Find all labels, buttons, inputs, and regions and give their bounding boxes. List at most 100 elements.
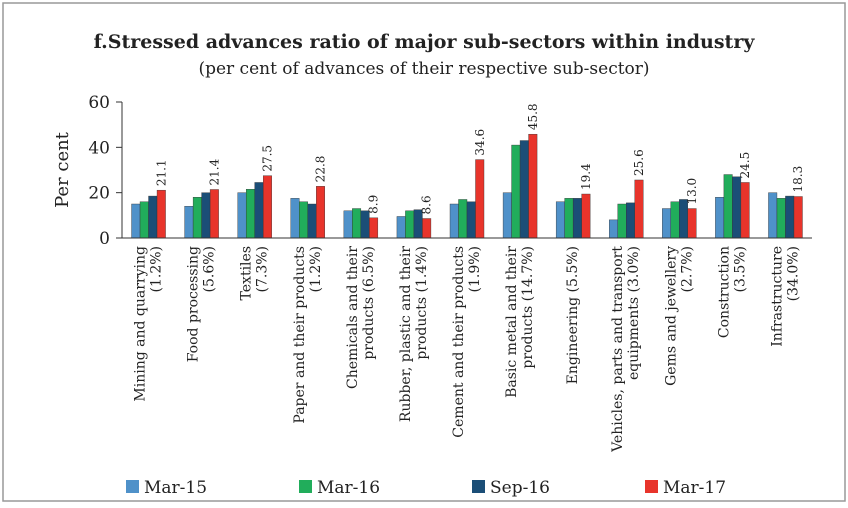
x-tick-label: Gems and jewellery(2.7%) xyxy=(663,246,695,386)
bar xyxy=(192,196,202,239)
x-tick-label-line: (3.5%) xyxy=(732,246,748,293)
x-tick-label: Mining and quarrying(1.2%) xyxy=(133,246,165,402)
bar xyxy=(184,206,194,239)
x-tick-label: Construction(3.5%) xyxy=(716,246,748,338)
bar xyxy=(307,203,317,239)
data-label: 27.5 xyxy=(260,145,274,172)
bar xyxy=(519,140,529,239)
x-tick-label-line: equipments (3.0%) xyxy=(626,246,642,380)
data-label: 34.6 xyxy=(473,129,487,156)
legend-swatch xyxy=(645,480,658,493)
bar xyxy=(502,192,512,239)
x-tick-label: Vehicles, parts and transportequipments … xyxy=(610,246,642,453)
bar xyxy=(581,193,591,239)
x-tick-label-line: Textiles xyxy=(239,246,255,300)
bar xyxy=(511,144,521,239)
bar xyxy=(626,202,635,239)
bar xyxy=(609,219,618,239)
bar xyxy=(290,198,300,239)
bar xyxy=(262,175,272,239)
y-tick-label: 20 xyxy=(88,184,110,204)
bar xyxy=(634,179,644,239)
y-tick-label: 0 xyxy=(99,229,110,249)
x-tick-label-line: Gems and jewellery xyxy=(663,246,679,386)
legend-swatch xyxy=(126,480,139,493)
x-tick-label-line: (2.7%) xyxy=(679,246,695,293)
bar xyxy=(360,210,370,239)
x-tick-label: Infrastructure(34.0%) xyxy=(769,246,801,347)
bar xyxy=(466,201,476,239)
bar xyxy=(662,208,672,239)
bar xyxy=(528,133,538,239)
legend-label: Mar-16 xyxy=(317,478,380,498)
bar xyxy=(617,203,627,239)
y-tick-label: 60 xyxy=(88,93,110,113)
x-tick-label-line: Basic metal and their xyxy=(504,246,520,398)
x-tick-label-line: Cement and their products xyxy=(451,246,467,438)
x-tick-label: Paper and their products(1.2%) xyxy=(292,246,324,424)
x-tick-label-line: Infrastructure xyxy=(769,246,785,347)
bar xyxy=(732,176,742,239)
bar xyxy=(670,201,680,239)
data-label: 18.3 xyxy=(791,166,805,193)
legend-swatch xyxy=(472,480,485,493)
x-tick-label-line: (1.2%) xyxy=(308,246,324,293)
bar xyxy=(475,159,485,239)
bar xyxy=(715,196,725,239)
bar xyxy=(572,198,582,239)
bar xyxy=(237,192,247,239)
x-tick-label: Textiles(7.3%) xyxy=(239,246,271,300)
x-tick-label-line: (1.2%) xyxy=(149,246,165,293)
bar xyxy=(458,199,468,239)
bar xyxy=(245,189,255,239)
bar xyxy=(201,192,211,239)
chart-subtitle: (per cent of advances of their respectiv… xyxy=(198,59,649,79)
y-axis-label: Per cent xyxy=(52,131,73,208)
bar xyxy=(148,195,158,239)
x-tick-label: Rubber, plastic and theirproducts (1.4%) xyxy=(398,246,430,422)
data-label: 19.4 xyxy=(579,163,593,190)
x-tick-label-line: products (6.5%) xyxy=(361,246,377,360)
bar xyxy=(740,182,750,239)
bar xyxy=(564,198,574,239)
data-label: 13.0 xyxy=(685,178,699,205)
bar xyxy=(139,201,149,239)
bar xyxy=(299,201,308,239)
x-tick-label-line: Chemicals and their xyxy=(345,246,361,389)
bar xyxy=(316,186,325,239)
bar xyxy=(793,196,803,239)
x-tick-label-line: Rubber, plastic and their xyxy=(398,246,414,422)
x-tick-label: Food processing(5.6%) xyxy=(186,246,218,362)
data-label: 21.1 xyxy=(154,159,168,186)
bar xyxy=(422,218,432,239)
data-label: 22.8 xyxy=(314,156,328,183)
x-tick-label-line: (5.6%) xyxy=(202,246,218,293)
x-tick-label-line: Construction xyxy=(716,246,732,338)
bar xyxy=(209,189,219,239)
data-label: 21.4 xyxy=(207,158,221,185)
y-tick-label: 40 xyxy=(88,138,110,158)
x-tick-label-line: (1.9%) xyxy=(467,246,483,293)
x-tick-label-line: products (1.4%) xyxy=(414,246,430,360)
legend-label: Sep-16 xyxy=(490,478,550,498)
bar xyxy=(352,208,362,239)
chart-title: f.Stressed advances ratio of major sub-s… xyxy=(94,31,756,53)
bar xyxy=(369,217,379,239)
bar xyxy=(156,189,166,239)
bar xyxy=(687,208,697,239)
bar xyxy=(555,201,565,239)
bar xyxy=(768,192,778,239)
bar xyxy=(396,216,406,239)
data-label: 25.6 xyxy=(632,149,646,176)
bar xyxy=(449,203,459,239)
data-label: 45.8 xyxy=(526,103,540,130)
x-tick-label-line: (34.0%) xyxy=(785,246,801,301)
frame xyxy=(2,2,846,502)
x-tick-label-line: Paper and their products xyxy=(292,246,308,424)
bar xyxy=(723,174,733,239)
legend-label: Mar-17 xyxy=(663,478,726,498)
x-tick-label: Cement and their products(1.9%) xyxy=(451,246,483,438)
bar xyxy=(405,210,415,239)
data-label: 8.6 xyxy=(420,195,434,214)
